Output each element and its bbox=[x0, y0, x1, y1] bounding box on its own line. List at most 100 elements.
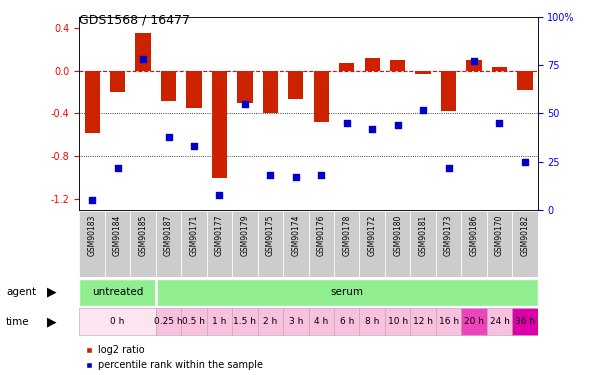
Bar bbox=[411, 308, 436, 335]
Point bbox=[87, 197, 97, 203]
Bar bbox=[390, 60, 405, 70]
Point bbox=[444, 165, 453, 171]
Bar bbox=[466, 60, 481, 70]
Text: 0.5 h: 0.5 h bbox=[183, 317, 205, 326]
Bar bbox=[313, 70, 329, 122]
Text: 24 h: 24 h bbox=[489, 317, 510, 326]
Text: GSM90186: GSM90186 bbox=[469, 214, 478, 256]
Text: 36 h: 36 h bbox=[515, 317, 535, 326]
Point bbox=[240, 101, 250, 107]
Text: GSM90179: GSM90179 bbox=[240, 214, 249, 256]
Point bbox=[291, 174, 301, 180]
Bar bbox=[156, 211, 181, 277]
Bar bbox=[512, 211, 538, 277]
Bar bbox=[110, 70, 125, 92]
Bar bbox=[79, 211, 105, 277]
Text: GSM90172: GSM90172 bbox=[368, 214, 377, 256]
Text: 12 h: 12 h bbox=[413, 317, 433, 326]
Point bbox=[265, 172, 275, 178]
Bar bbox=[487, 211, 512, 277]
Bar bbox=[212, 70, 227, 178]
Bar bbox=[334, 308, 359, 335]
Bar bbox=[518, 70, 533, 90]
Bar bbox=[283, 211, 309, 277]
Bar bbox=[105, 211, 130, 277]
Bar bbox=[130, 211, 156, 277]
Point bbox=[138, 56, 148, 62]
Text: 1.5 h: 1.5 h bbox=[233, 317, 257, 326]
Text: GSM90184: GSM90184 bbox=[113, 214, 122, 256]
Bar bbox=[415, 70, 431, 74]
Bar bbox=[156, 308, 181, 335]
Text: 8 h: 8 h bbox=[365, 317, 379, 326]
Bar bbox=[411, 211, 436, 277]
Bar bbox=[156, 279, 538, 306]
Bar bbox=[161, 70, 176, 100]
Text: GSM90175: GSM90175 bbox=[266, 214, 275, 256]
Bar bbox=[487, 308, 512, 335]
Text: serum: serum bbox=[330, 287, 364, 297]
Text: GSM90174: GSM90174 bbox=[291, 214, 301, 256]
Text: GSM90178: GSM90178 bbox=[342, 214, 351, 256]
Text: GSM90185: GSM90185 bbox=[139, 214, 148, 256]
Bar bbox=[436, 308, 461, 335]
Text: GSM90187: GSM90187 bbox=[164, 214, 173, 256]
Point bbox=[189, 143, 199, 149]
Bar bbox=[186, 70, 202, 108]
Bar bbox=[385, 308, 411, 335]
Bar bbox=[232, 308, 258, 335]
Point bbox=[520, 159, 530, 165]
Text: untreated: untreated bbox=[92, 287, 144, 297]
Text: GSM90183: GSM90183 bbox=[87, 214, 97, 256]
Text: GSM90180: GSM90180 bbox=[393, 214, 402, 256]
Bar bbox=[283, 308, 309, 335]
Point bbox=[495, 120, 505, 126]
Bar bbox=[79, 279, 156, 306]
Point bbox=[214, 192, 224, 198]
Text: ▶: ▶ bbox=[47, 315, 57, 328]
Bar bbox=[258, 308, 283, 335]
Text: 0 h: 0 h bbox=[111, 317, 125, 326]
Text: 6 h: 6 h bbox=[340, 317, 354, 326]
Bar bbox=[181, 308, 207, 335]
Bar bbox=[385, 211, 411, 277]
Bar bbox=[512, 308, 538, 335]
Bar bbox=[79, 308, 156, 335]
Text: GSM90182: GSM90182 bbox=[521, 214, 530, 256]
Text: 10 h: 10 h bbox=[387, 317, 408, 326]
Text: 16 h: 16 h bbox=[439, 317, 459, 326]
Legend: log2 ratio, percentile rank within the sample: log2 ratio, percentile rank within the s… bbox=[84, 345, 263, 370]
Bar bbox=[359, 211, 385, 277]
Bar bbox=[309, 211, 334, 277]
Point bbox=[316, 172, 326, 178]
Text: GSM90173: GSM90173 bbox=[444, 214, 453, 256]
Bar bbox=[207, 211, 232, 277]
Text: 4 h: 4 h bbox=[314, 317, 328, 326]
Text: GSM90177: GSM90177 bbox=[215, 214, 224, 256]
Bar bbox=[492, 67, 507, 70]
Text: agent: agent bbox=[6, 287, 36, 297]
Bar bbox=[334, 211, 359, 277]
Bar bbox=[359, 308, 385, 335]
Text: 3 h: 3 h bbox=[288, 317, 303, 326]
Bar bbox=[232, 211, 258, 277]
Bar bbox=[365, 58, 380, 70]
Bar bbox=[441, 70, 456, 111]
Text: 20 h: 20 h bbox=[464, 317, 484, 326]
Text: time: time bbox=[6, 316, 30, 327]
Bar bbox=[237, 70, 252, 103]
Bar bbox=[461, 308, 487, 335]
Bar bbox=[436, 211, 461, 277]
Bar bbox=[136, 33, 151, 70]
Text: 1 h: 1 h bbox=[212, 317, 227, 326]
Bar bbox=[288, 70, 304, 99]
Bar bbox=[181, 211, 207, 277]
Point bbox=[112, 165, 122, 171]
Text: GSM90181: GSM90181 bbox=[419, 214, 428, 256]
Text: GDS1568 / 16477: GDS1568 / 16477 bbox=[79, 13, 191, 26]
Point bbox=[393, 122, 403, 128]
Bar bbox=[461, 211, 487, 277]
Text: 2 h: 2 h bbox=[263, 317, 277, 326]
Text: GSM90171: GSM90171 bbox=[189, 214, 199, 256]
Bar bbox=[84, 70, 100, 133]
